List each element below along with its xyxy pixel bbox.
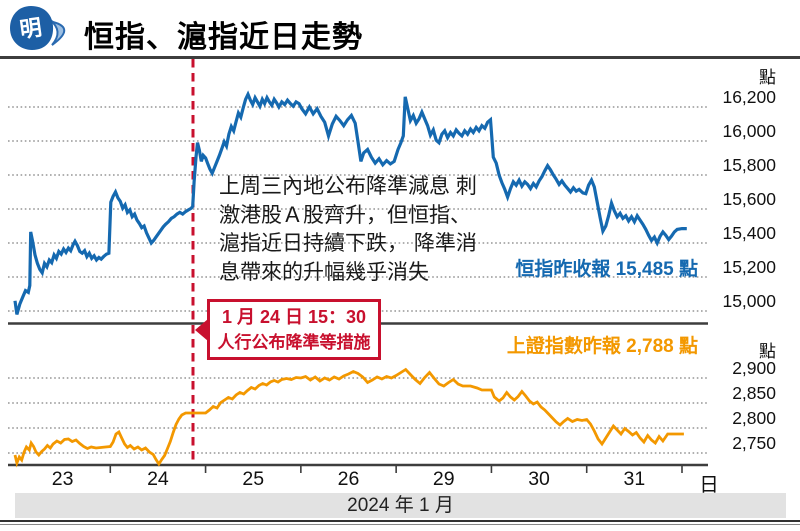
- hsi-ytick-label: 16,200: [722, 87, 776, 107]
- callout-left-arrow-icon: [195, 318, 208, 341]
- day-label-29: 29: [432, 468, 455, 490]
- sse-ytick-label: 2,900: [732, 358, 776, 378]
- logo-swoosh-shape: [49, 19, 66, 46]
- annotation-line-3: 滬指近日持續下跌， 降準消: [219, 232, 477, 255]
- sse-close-label: 上證指數昨報 2,788 點: [506, 336, 698, 357]
- logo-bubble-shape: [10, 6, 54, 50]
- sse-ytick-label: 2,800: [732, 408, 776, 428]
- hsi-ytick-label: 15,200: [722, 257, 776, 277]
- hsi-line-series: [13, 90, 687, 315]
- day-label-24: 24: [147, 468, 169, 490]
- hsi-axis-unit: 點: [759, 68, 776, 87]
- annotation-line-4: 息帶來的升幅幾乎消失: [219, 260, 429, 284]
- hsi-ytick-label: 15,400: [722, 223, 776, 243]
- day-label-26: 26: [337, 468, 360, 490]
- day-label-25: 25: [242, 468, 265, 490]
- page-title: 恒指、滬指近日走勢: [84, 21, 363, 54]
- day-label-23: 23: [51, 468, 74, 490]
- annotation-line-2: 激港股Ａ股齊升，但恒指、: [219, 203, 471, 227]
- day-label-31: 31: [623, 468, 646, 490]
- bottom-rule-thick: [0, 520, 800, 522]
- annotation-line-1: 上周三內地公布降準減息 刺: [219, 175, 477, 198]
- header-rule: [0, 56, 800, 59]
- hsi-ytick-label: 15,600: [722, 189, 776, 209]
- event-description: 人行公布降準等措施: [217, 333, 371, 352]
- hsi-ytick-label: 16,000: [722, 121, 776, 141]
- mingpao-logo-icon: 明: [10, 6, 66, 50]
- hsi-close-label: 恒指昨收報 15,485 點: [515, 259, 698, 280]
- mingpao-logo: 明: [6, 4, 80, 54]
- logo-character: 明: [18, 15, 43, 43]
- sse-line-series: [13, 367, 684, 468]
- event-callout-box: 1 月 24 日 15：30 人行公布降準等措施: [195, 299, 381, 360]
- bottom-rule-thin: [0, 524, 800, 525]
- hsi-ytick-label: 15,000: [722, 291, 776, 311]
- hsi-ytick-label: 15,800: [722, 155, 776, 175]
- sse-axis-unit: 點: [759, 342, 776, 361]
- month-band: 2024 年 1 月: [15, 493, 786, 518]
- event-time: 1 月 24 日 15：30: [221, 307, 367, 327]
- day-label-30: 30: [528, 468, 550, 490]
- annotation-text: 上周三內地公布降準減息 刺 激港股Ａ股齊升，但恒指、 滬指近日持續下跌， 降準消…: [219, 173, 477, 287]
- sse-ytick-label: 2,750: [732, 433, 776, 453]
- x-axis-unit-day: 日: [699, 474, 719, 496]
- sse-ytick-label: 2,850: [732, 383, 776, 403]
